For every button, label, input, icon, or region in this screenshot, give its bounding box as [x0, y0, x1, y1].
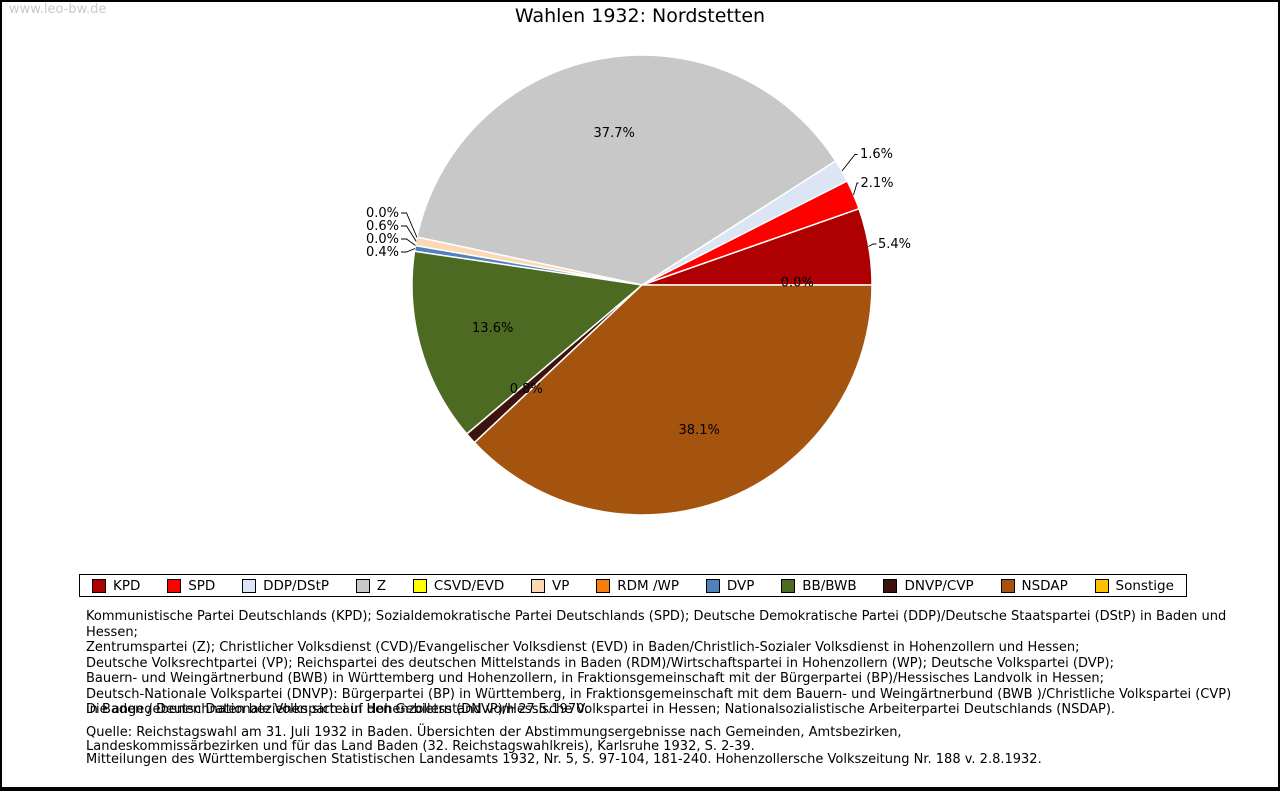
legend-item-rdm-wp: RDM /WP	[596, 578, 679, 594]
label-leader-csvd-evd	[401, 212, 418, 238]
legend-swatch-z	[355, 578, 370, 593]
legend-swatch-csvd-evd	[412, 578, 427, 593]
legend-item-ddp-dstp: DDP/DStP	[242, 578, 329, 594]
legend-item-bb-bwb: BB/BWB	[781, 577, 857, 594]
legend-item-vp: VP	[531, 578, 569, 594]
definitions-line-1: Kommunistische Partei Deutschlands (KPD)…	[86, 609, 1227, 640]
pie-slice-nsdap	[473, 284, 873, 516]
pie-chart: 5.4%2.1%1.6%37.7%0.0%0.6%0.0%0.4%13.6%0.…	[366, 54, 911, 516]
definitions-line-2: Zentrumspartei (Z); Christlicher Volksdi…	[86, 640, 1080, 655]
source-line-2: Landeskommissärbezirken und für das Land…	[86, 738, 755, 754]
legend-swatch-sonstige	[1094, 578, 1109, 593]
label-leader-vp	[401, 225, 417, 242]
territory-note: Die angegebenen Daten beziehen sich auf …	[86, 702, 589, 717]
definitions-line-3: Deutsche Volksrechtpartei (VP); Reichspa…	[86, 655, 1114, 671]
legend: KPD SPD DDP/DStP Z CSVD/EVD VP RDM /WP DVP BB/BW…	[79, 574, 1187, 597]
label-leader-kpd	[868, 243, 877, 247]
definitions-line-6: in Baden / Deutschnationale Volkspartei …	[86, 702, 1116, 717]
legend-item-sonstige: Sonstige	[1094, 577, 1174, 594]
legend-item-kpd: KPD	[92, 578, 140, 594]
legend-item-nsdap: NSDAP	[1000, 577, 1068, 594]
legend-label-sonstige: Sonstige	[1115, 577, 1174, 594]
legend-label-z: Z	[376, 577, 387, 594]
slice-label-vp: 0.6%	[366, 219, 399, 234]
legend-swatch-kpd	[92, 578, 106, 593]
source-note: Quelle: Reichstagswahl am 31. Juli 1932 …	[86, 726, 1248, 767]
legend-swatch-vp	[531, 578, 546, 593]
legend-item-spd: SPD	[167, 578, 215, 594]
slice-label-nsdap: 38.1%	[679, 423, 720, 438]
page-title: Wahlen 1932: Nordstetten	[514, 5, 766, 27]
slice-label-z: 37.7%	[594, 126, 635, 141]
pie-slice-bb-bwb	[411, 250, 643, 435]
legend-label-ddp-dstp: DDP/DStP	[263, 577, 330, 594]
slice-label-kpd: 5.4%	[878, 237, 911, 252]
slice-label-spd: 2.1%	[861, 176, 894, 191]
party-definitions: Kommunistische Partei Deutschlands (KPD)…	[86, 609, 1248, 718]
legend-item-dvp: DVP	[705, 577, 755, 594]
slice-label-dvp: 0.4%	[366, 245, 399, 260]
definitions-line-4: Bauern- und Weingärtnerbund (BWB) in Wür…	[86, 671, 1105, 686]
slice-label-bb-bwb: 13.6%	[472, 321, 513, 336]
legend-label-vp: VP	[552, 577, 570, 594]
legend-label-csvd-evd: CSVD/EVD	[433, 577, 505, 594]
label-leader-spd	[853, 182, 859, 196]
legend-label-bb-bwb: BB/BWB	[802, 577, 857, 594]
label-leader-ddp-dstp	[841, 154, 858, 172]
legend-label-nsdap: NSDAP	[1021, 577, 1068, 594]
pie-slice-z	[416, 54, 837, 286]
legend-swatch-spd	[167, 578, 182, 593]
slice-label-sonstige: 0.0%	[781, 276, 814, 291]
slice-label-rdm-wp: 0.0%	[366, 232, 399, 247]
legend-swatch-rdm-wp	[596, 578, 611, 593]
source-line-3: Mitteilungen des Württembergischen Stati…	[86, 752, 1042, 767]
legend-label-spd: SPD	[188, 577, 216, 594]
legend-swatch-dnvp-cvp	[883, 578, 898, 593]
legend-swatch-bb-bwb	[781, 578, 796, 593]
legend-swatch-ddp-dstp	[242, 578, 257, 593]
legend-swatch-nsdap	[1000, 578, 1015, 593]
label-leader-dvp	[401, 248, 416, 253]
legend-item-z: Z	[355, 577, 387, 594]
slice-label-ddp-dstp: 1.6%	[860, 147, 893, 162]
label-leader-rdm-wp	[401, 238, 416, 246]
source-line-1: Quelle: Reichstagswahl am 31. Juli 1932 …	[86, 725, 902, 740]
definitions-line-5: Deutsch-Nationale Volkspartei (DNVP): Bü…	[86, 686, 1232, 702]
legend-item-csvd-evd: CSVD/EVD	[412, 577, 505, 594]
legend-label-kpd: KPD	[113, 577, 141, 594]
watermark: www.leo-bw.de	[9, 2, 107, 17]
legend-label-dnvp-cvp: DNVP/CVP	[904, 577, 974, 594]
legend-swatch-dvp	[705, 578, 720, 593]
slice-label-dnvp-cvp: 0.8%	[510, 382, 543, 397]
legend-label-dvp: DVP	[726, 577, 755, 594]
slice-label-csvd-evd: 0.0%	[366, 206, 399, 221]
legend-item-dnvp-cvp: DNVP/CVP	[883, 577, 974, 594]
legend-label-rdm-wp: RDM /WP	[617, 577, 680, 594]
